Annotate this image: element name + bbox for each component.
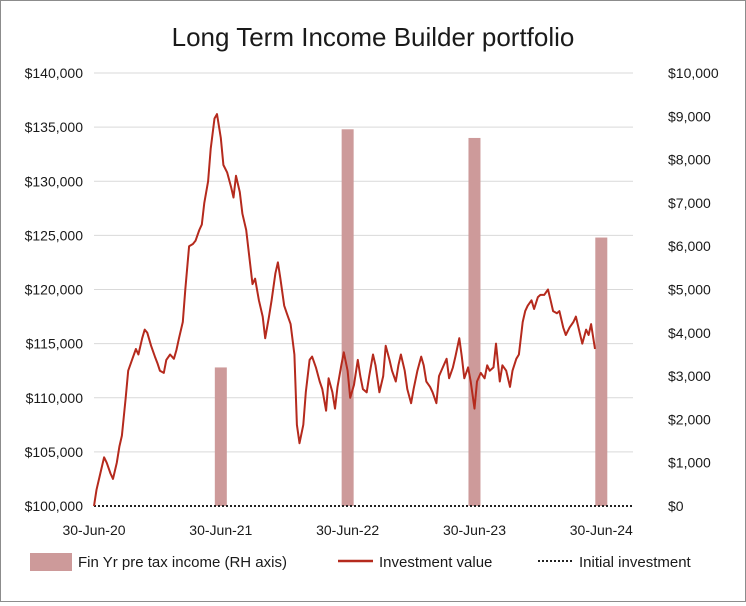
right-tick-label: $1,000 xyxy=(668,455,711,471)
gridlines xyxy=(94,72,633,453)
income-bar xyxy=(214,367,227,506)
x-tick-label: 30-Jun-22 xyxy=(316,522,379,538)
right-tick-label: $4,000 xyxy=(668,325,711,341)
left-axis-ticks: $100,000 $105,000 $110,000 $115,000 $120,000… xyxy=(25,65,84,514)
income-bars xyxy=(214,129,608,507)
line-series xyxy=(93,113,633,507)
legend-income-swatch xyxy=(30,553,72,571)
right-tick-label: $10,000 xyxy=(668,65,719,81)
income-bar xyxy=(341,129,354,507)
legend-initial-label: Initial investment xyxy=(579,554,692,571)
right-tick-label: $9,000 xyxy=(668,108,711,124)
left-tick-label: $105,000 xyxy=(25,444,84,460)
right-tick-label: $2,000 xyxy=(668,411,711,427)
investment-value-line xyxy=(93,113,596,507)
left-tick-label: $140,000 xyxy=(25,65,84,81)
right-tick-label: $7,000 xyxy=(668,195,711,211)
right-tick-label: $3,000 xyxy=(668,368,711,384)
right-tick-label: $0 xyxy=(668,498,684,514)
left-tick-label: $100,000 xyxy=(25,498,84,514)
x-tick-label: 30-Jun-21 xyxy=(189,522,252,538)
right-tick-label: $8,000 xyxy=(668,152,711,168)
income-bar xyxy=(595,237,608,507)
legend-income-label: Fin Yr pre tax income (RH axis) xyxy=(78,554,287,571)
right-tick-label: $5,000 xyxy=(668,282,711,298)
left-tick-label: $125,000 xyxy=(25,227,84,243)
legend: Fin Yr pre tax income (RH axis) Investme… xyxy=(30,553,692,571)
right-tick-label: $6,000 xyxy=(668,238,711,254)
legend-investment-label: Investment value xyxy=(379,554,492,571)
x-tick-label: 30-Jun-23 xyxy=(443,522,506,538)
right-axis-ticks: $0 $1,000 $2,000 $3,000 $4,000 $5,000 $6,000 $7… xyxy=(668,65,719,514)
chart-title: Long Term Income Builder portfolio xyxy=(172,22,575,52)
left-tick-label: $115,000 xyxy=(26,336,84,352)
income-bar xyxy=(468,137,481,506)
x-tick-label: 30-Jun-24 xyxy=(570,522,633,538)
left-tick-label: $135,000 xyxy=(25,119,84,135)
left-tick-label: $110,000 xyxy=(26,390,84,406)
left-tick-label: $130,000 xyxy=(25,173,84,189)
x-axis-ticks: 30-Jun-20 30-Jun-21 30-Jun-22 30-Jun-23 30-J… xyxy=(62,522,633,538)
left-tick-label: $120,000 xyxy=(25,282,84,298)
x-tick-label: 30-Jun-20 xyxy=(62,522,125,538)
